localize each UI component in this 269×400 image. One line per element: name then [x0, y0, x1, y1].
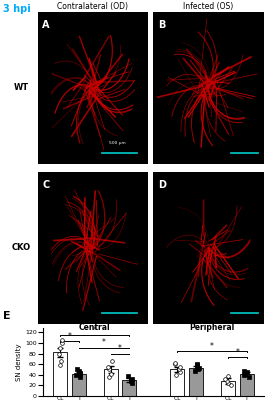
Bar	[104, 370, 118, 396]
Text: CKO: CKO	[12, 244, 31, 252]
Bar	[72, 374, 86, 396]
Point	[229, 382, 233, 388]
Point	[129, 378, 133, 384]
Text: C: C	[42, 180, 49, 190]
Point	[196, 366, 200, 373]
Point	[178, 364, 182, 370]
Point	[225, 373, 230, 379]
Point	[224, 378, 229, 384]
Point	[110, 358, 115, 365]
Point	[60, 337, 65, 344]
Text: *: *	[235, 348, 239, 357]
Bar	[53, 352, 67, 396]
Bar	[170, 370, 184, 396]
Point	[109, 370, 113, 377]
Point	[173, 361, 178, 367]
Point	[126, 373, 130, 379]
Point	[77, 370, 82, 377]
Text: 500 μm: 500 μm	[109, 141, 125, 145]
Point	[223, 376, 227, 382]
Point	[242, 372, 246, 378]
Text: WT: WT	[14, 84, 29, 92]
Point	[194, 361, 199, 367]
Bar	[240, 374, 254, 396]
Text: E: E	[3, 311, 11, 321]
Text: *: *	[118, 344, 122, 353]
Point	[245, 369, 249, 375]
Text: *: *	[102, 338, 106, 347]
Point	[174, 372, 178, 378]
Bar	[221, 381, 235, 396]
Point	[74, 372, 78, 378]
Point	[242, 367, 246, 374]
Text: D: D	[158, 180, 166, 190]
Text: Peripheral: Peripheral	[189, 323, 235, 332]
Text: *: *	[68, 332, 71, 341]
Point	[106, 364, 110, 370]
Text: *: *	[93, 326, 97, 335]
Text: B: B	[158, 20, 165, 30]
Point	[243, 370, 247, 377]
Point	[246, 374, 251, 380]
Text: *: *	[210, 342, 214, 350]
Point	[75, 366, 79, 373]
Point	[130, 376, 134, 382]
Title: Contralateral (OD): Contralateral (OD)	[57, 2, 128, 11]
Bar	[122, 380, 136, 396]
Point	[107, 366, 111, 373]
Point	[78, 374, 83, 380]
Point	[178, 369, 182, 375]
Y-axis label: SN density: SN density	[16, 343, 22, 381]
Text: A: A	[42, 20, 49, 30]
Bar	[189, 368, 203, 396]
Point	[130, 380, 134, 386]
Point	[78, 370, 83, 376]
Point	[59, 358, 63, 365]
Point	[58, 345, 62, 351]
Title: Infected (OS): Infected (OS)	[183, 2, 233, 11]
Point	[107, 374, 112, 381]
Point	[193, 368, 197, 374]
Point	[197, 365, 201, 372]
Point	[56, 350, 61, 357]
Text: Central: Central	[79, 323, 111, 332]
Point	[226, 380, 230, 386]
Text: 3 hpi: 3 hpi	[3, 4, 30, 14]
Point	[177, 366, 181, 373]
Point	[195, 364, 199, 370]
Point	[195, 362, 199, 368]
Point	[173, 360, 177, 366]
Point	[58, 362, 62, 368]
Point	[77, 367, 81, 374]
Point	[60, 340, 65, 346]
